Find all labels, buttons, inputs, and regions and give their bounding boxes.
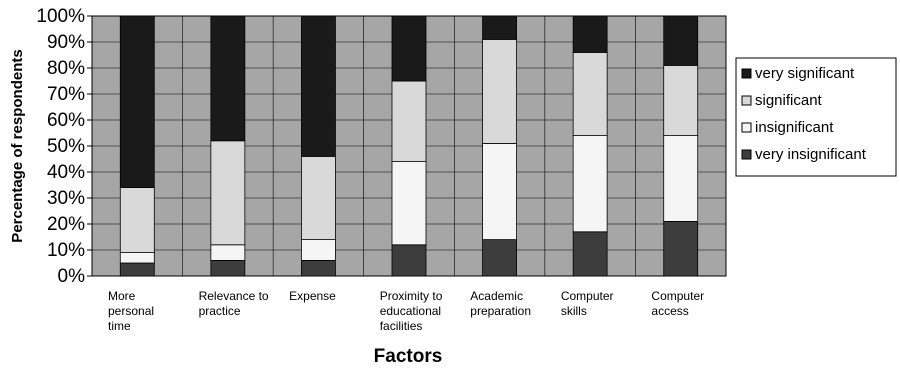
bar-segment-significant: [482, 39, 517, 144]
bar-segment-insignificant: [391, 161, 427, 246]
bar-segment-very-insignificant: [482, 239, 517, 277]
x-category-label-line: skills: [561, 304, 587, 318]
legend: very significant significant insignificant…: [735, 57, 897, 177]
bar-segment-very-insignificant: [391, 244, 427, 277]
y-tick-label: 40%: [47, 162, 85, 183]
bar-segment-significant: [210, 140, 246, 246]
y-tick-label: 80%: [47, 58, 85, 79]
x-axis-title: Factors: [374, 346, 443, 367]
x-category-label-line: preparation: [470, 304, 531, 318]
x-category-label: Relevance to practice: [199, 289, 269, 318]
bar-segment-insignificant: [482, 142, 517, 240]
legend-label: very insignificant: [755, 146, 867, 163]
bar-segment-very-insignificant: [572, 231, 608, 277]
legend-swatch: [741, 95, 752, 106]
y-tick-label: 0%: [58, 266, 86, 287]
bar-segment-very-insignificant: [210, 259, 246, 277]
bar-segment-very-significant: [572, 15, 608, 53]
x-category-label-line: Academic: [470, 289, 523, 303]
bar-segment-significant: [119, 187, 155, 254]
y-tick-label: 30%: [47, 188, 85, 209]
bar-segment-significant: [301, 155, 336, 240]
x-category-label-line: facilities: [380, 319, 423, 333]
y-tick-label: 100%: [36, 6, 85, 27]
legend-box: [735, 57, 897, 177]
bar-segment-insignificant: [210, 244, 246, 261]
bar-segment-insignificant: [663, 135, 699, 222]
x-category-label: Computer skills: [561, 289, 614, 318]
bar-segment-very-significant: [482, 15, 517, 40]
y-tick-label: 90%: [47, 32, 85, 53]
x-category-label-line: Computer: [561, 289, 614, 303]
bar-segment-very-significant: [210, 15, 246, 142]
y-tick-label: 60%: [47, 110, 85, 131]
bar-segment-very-insignificant: [663, 220, 699, 277]
bar-segment-significant: [391, 80, 427, 162]
legend-swatch: [741, 122, 752, 133]
x-category-label: More personal time: [108, 289, 154, 333]
x-category-label-line: educational: [380, 304, 441, 318]
x-category-label-line: More: [108, 289, 136, 303]
x-category-label: Computer access: [651, 289, 704, 318]
x-category-label-line: time: [108, 319, 131, 333]
x-category-label-line: personal: [108, 304, 154, 318]
x-category-label-line: Expense: [289, 289, 336, 303]
legend-swatch: [741, 68, 752, 79]
y-tick-label: 10%: [47, 240, 85, 261]
x-category-label: Proximity to educational facilities: [380, 289, 443, 333]
bar-segment-insignificant: [119, 252, 155, 264]
bar-segment-significant: [663, 65, 699, 136]
x-category-label-line: practice: [199, 304, 241, 318]
x-category-label-line: Proximity to: [380, 289, 443, 303]
bar-segment-very-significant: [119, 15, 155, 189]
y-axis-title: Percentage of respondents: [9, 49, 26, 242]
bar-segment-insignificant: [572, 135, 608, 233]
bar-segment-very-significant: [391, 15, 427, 82]
x-category-label-line: Relevance to: [199, 289, 269, 303]
y-tick-label: 70%: [47, 84, 85, 105]
legend-label: insignificant: [755, 119, 834, 136]
bar-segment-very-insignificant: [119, 262, 155, 277]
x-category-label: Academic preparation: [470, 289, 531, 318]
bar-segment-very-significant: [301, 15, 336, 157]
x-category-label-line: access: [651, 304, 688, 318]
x-axis: More personal time Relevance to practice Expe…: [108, 289, 704, 333]
bar-segment-insignificant: [301, 239, 336, 261]
x-category-label-line: Computer: [651, 289, 704, 303]
y-tick-label: 50%: [47, 136, 85, 157]
x-category-label: Expense: [289, 289, 336, 303]
y-axis: 0% 10% 20% 30% 40% 50% 60% 70% 80% 90% 100%: [36, 6, 92, 287]
y-tick-label: 20%: [47, 214, 85, 235]
legend-swatch: [741, 149, 752, 160]
legend-label: significant: [755, 92, 823, 109]
bars: [119, 15, 699, 277]
bar-segment-very-insignificant: [301, 259, 336, 277]
bar-segment-very-significant: [663, 15, 699, 66]
legend-label: very significant: [755, 65, 855, 82]
bar-segment-significant: [572, 52, 608, 136]
